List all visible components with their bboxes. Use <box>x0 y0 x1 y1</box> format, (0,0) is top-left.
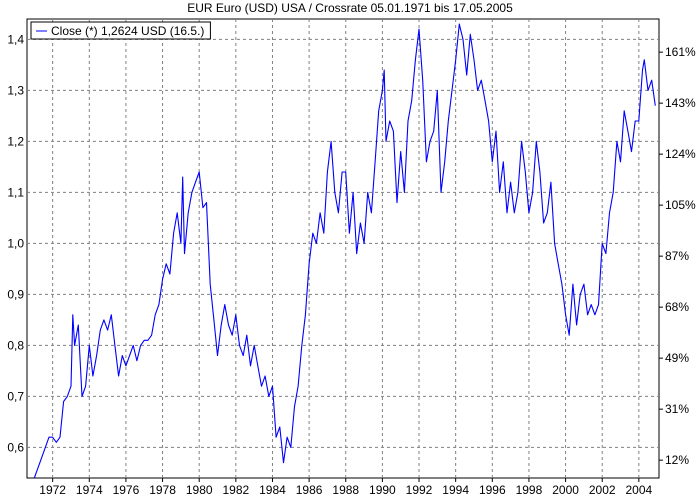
legend-box <box>30 21 211 40</box>
y-tick-label-left: 0,6 <box>7 440 24 454</box>
x-tick-label: 1994 <box>442 483 469 497</box>
y-axis-right: 12% 31% 49% 68% 87% 105% 124% 143% 161% <box>659 45 696 467</box>
y-tick-label-right: 105% <box>665 198 696 212</box>
y-tick-label-left: 0,9 <box>7 287 24 301</box>
x-tick-label: 1988 <box>332 483 359 497</box>
y-axis-left: 0,6 0,7 0,8 0,9 1,0 1,1 1,2 1,3 1,4 <box>7 32 24 454</box>
plot-area <box>26 18 660 479</box>
y-tick-label-left: 1,2 <box>7 134 24 148</box>
y-tick-label-right: 12% <box>665 453 689 467</box>
x-axis: 1972 1974 1976 1978 1980 1982 1984 1986 1988 1990… <box>39 478 653 497</box>
legend: Close (*) 1,2624 USD (16.5.) <box>30 21 211 40</box>
y-tick-label-right: 31% <box>665 402 689 416</box>
y-tick-label-right: 161% <box>665 45 696 59</box>
y-tick-label-left: 1,4 <box>7 32 24 46</box>
y-tick-label-left: 0,8 <box>7 338 24 352</box>
series-layer <box>33 23 656 479</box>
x-tick-label: 1974 <box>76 483 103 497</box>
y-tick-label-right: 87% <box>665 249 689 263</box>
x-tick-label: 1996 <box>479 483 506 497</box>
y-tick-label-right: 124% <box>665 147 696 161</box>
x-tick-label: 1990 <box>369 483 396 497</box>
x-tick-label: 2002 <box>589 483 616 497</box>
x-tick-label: 2000 <box>552 483 579 497</box>
legend-label: Close (*) 1,2624 USD (16.5.) <box>51 24 204 38</box>
x-tick-label: 1998 <box>516 483 543 497</box>
x-tick-label: 1980 <box>186 483 213 497</box>
chart-title: EUR Euro (USD) USA / Crossrate 05.01.197… <box>187 1 513 15</box>
x-tick-label: 1976 <box>113 483 140 497</box>
x-tick-label: 1982 <box>222 483 249 497</box>
y-tick-label-right: 143% <box>665 96 696 110</box>
y-tick-label-left: 1,3 <box>7 83 24 97</box>
y-tick-label-left: 0,7 <box>7 389 24 403</box>
y-tick-label-right: 49% <box>665 351 689 365</box>
y-tick-label-left: 1,0 <box>7 236 24 250</box>
y-tick-label-left: 1,1 <box>7 185 24 199</box>
x-tick-label: 2004 <box>625 483 652 497</box>
x-tick-label: 1978 <box>149 483 176 497</box>
x-tick-label: 1986 <box>296 483 323 497</box>
x-tick-label: 1972 <box>39 483 66 497</box>
x-tick-label: 1984 <box>259 483 286 497</box>
series-line <box>33 23 656 479</box>
x-tick-label: 1992 <box>406 483 433 497</box>
y-tick-label-right: 68% <box>665 300 689 314</box>
